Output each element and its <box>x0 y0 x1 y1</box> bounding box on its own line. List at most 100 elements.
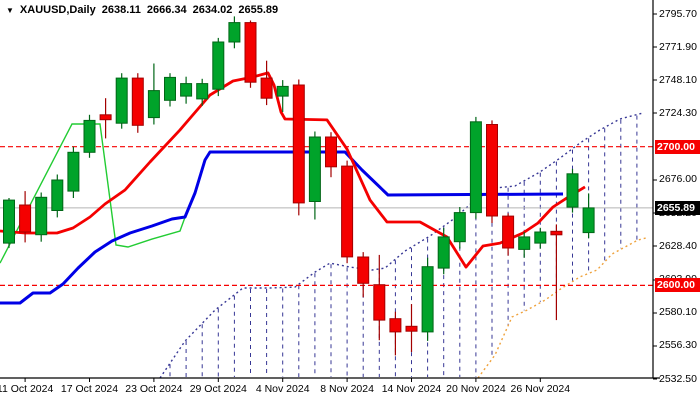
candle <box>582 193 595 239</box>
candle-body <box>276 85 289 97</box>
candle <box>341 160 354 264</box>
candle-body <box>164 76 176 101</box>
candle-body <box>373 284 386 321</box>
candle <box>550 224 563 321</box>
candle-body <box>180 83 193 97</box>
candle-body <box>582 207 595 234</box>
candle-body <box>131 77 144 126</box>
candle-body <box>566 173 579 208</box>
senkou-span-b-line <box>477 237 647 379</box>
candle <box>566 168 579 213</box>
candle <box>244 20 257 88</box>
candle-body <box>453 212 466 243</box>
candle <box>405 304 418 352</box>
candle <box>83 114 96 158</box>
candle-body <box>308 136 321 202</box>
candle-body <box>115 77 128 124</box>
candle <box>518 232 531 258</box>
date-tick-label: 11 Oct 2024 <box>0 383 54 395</box>
candle <box>292 79 305 216</box>
candle-body <box>486 124 498 217</box>
price-tick-label: 2724.30 <box>659 106 697 119</box>
candle <box>486 120 498 223</box>
candle <box>35 192 48 242</box>
date-tick-label: 26 Nov 2024 <box>510 383 571 395</box>
candle-body <box>341 165 354 258</box>
price-level-badge: 2700.00 <box>655 139 700 154</box>
candle-body <box>83 119 96 153</box>
candle <box>437 227 450 275</box>
candle <box>389 311 402 356</box>
symbol-timeframe-label: XAUUSD,Daily <box>19 4 96 16</box>
candle <box>99 98 112 139</box>
price-tick-label: 2795.70 <box>659 7 697 20</box>
ohlc-low-value: 2634.02 <box>192 4 233 16</box>
candle <box>3 198 15 248</box>
candle <box>164 73 176 107</box>
candle <box>357 252 370 298</box>
candle-body <box>421 266 434 333</box>
candle <box>453 207 466 249</box>
date-tick-label: 8 Nov 2024 <box>320 383 374 395</box>
date-tick-label: 14 Nov 2024 <box>381 383 442 395</box>
price-tick-label: 2771.90 <box>659 40 697 53</box>
candle <box>308 131 321 220</box>
candle-body <box>35 196 48 236</box>
candle-body <box>550 230 563 236</box>
candle-body <box>51 179 64 211</box>
candle <box>180 76 193 104</box>
price-tick-label: 2676.00 <box>659 173 697 186</box>
price-tick-label: 2532.50 <box>659 372 697 385</box>
kijun-sen-line <box>0 150 564 305</box>
candlestick-series <box>3 16 595 356</box>
candle-body <box>534 231 547 244</box>
candle-body <box>67 151 80 192</box>
candle <box>19 191 32 243</box>
candle <box>212 37 225 97</box>
date-tick-label: 23 Oct 2024 <box>125 383 183 395</box>
candle <box>421 257 434 341</box>
candle-body <box>228 22 241 43</box>
candle-body <box>502 215 515 249</box>
candle <box>534 227 547 249</box>
candle-body <box>437 236 450 269</box>
price-tick-label: 2628.40 <box>659 239 697 252</box>
date-tick-label: 29 Oct 2024 <box>189 383 247 395</box>
candle <box>373 254 386 341</box>
candle-body <box>518 236 531 250</box>
candle <box>502 213 515 256</box>
candle <box>325 132 337 178</box>
candle-body <box>212 41 225 90</box>
date-tick-label: 20 Nov 2024 <box>446 383 506 395</box>
candle <box>131 73 144 133</box>
price-tick-label: 2556.30 <box>659 339 697 352</box>
candle-body <box>357 256 370 284</box>
price-tick-label: 2748.10 <box>659 73 697 86</box>
current-price-badge: 2655.89 <box>655 200 700 215</box>
ohlc-close-value: 2655.89 <box>238 4 279 16</box>
candle-body <box>196 83 209 100</box>
candle <box>147 63 160 125</box>
date-tick-label: 4 Nov 2024 <box>255 383 310 395</box>
symbol-dropdown-icon: ▼ <box>6 5 14 15</box>
price-tick-label: 2580.10 <box>659 306 697 319</box>
candle-body <box>469 121 482 214</box>
candle <box>276 80 289 112</box>
ohlc-open-value: 2638.11 <box>101 4 141 16</box>
date-tick-label: 17 Oct 2024 <box>60 383 119 395</box>
kumo-cloud <box>169 115 638 377</box>
candle <box>115 73 128 129</box>
candle-body <box>389 318 402 333</box>
chart-title: ▼ XAUUSD,Daily 2638.11 2666.34 2634.02 2… <box>6 4 278 16</box>
candle <box>260 60 273 106</box>
candle-body <box>260 77 273 99</box>
candle <box>67 146 80 198</box>
candle-body <box>147 90 160 119</box>
candle-body <box>19 204 32 233</box>
candle <box>196 78 209 106</box>
candle <box>228 16 241 49</box>
senkou-span-a-line <box>159 112 644 379</box>
candle-body <box>325 136 337 168</box>
candle <box>469 116 482 219</box>
